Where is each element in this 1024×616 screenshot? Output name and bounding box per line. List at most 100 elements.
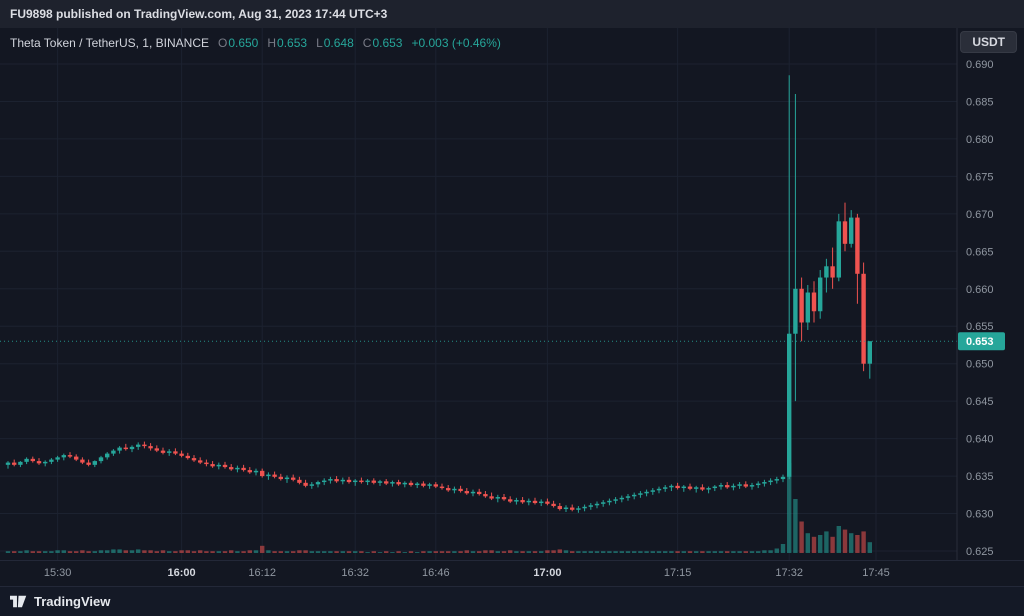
candle [774, 479, 779, 481]
candle [210, 464, 215, 467]
candle [346, 479, 352, 483]
symbol-legend: Theta Token / TetherUS, 1, BINANCE O 0.6… [10, 36, 501, 50]
candle [501, 497, 507, 500]
volume-bar [830, 536, 835, 553]
candle [793, 288, 798, 334]
candle [799, 288, 804, 323]
volume-bar [644, 551, 649, 553]
candle [377, 481, 383, 483]
candle [43, 461, 48, 464]
volume-bar [18, 551, 23, 553]
candle [365, 480, 370, 483]
time-axis-label: 16:00 [167, 567, 196, 579]
volume-bar [291, 551, 296, 553]
chart-area[interactable]: 0.690 0.685 0.680 0.675 0.670 0.665 0.660 0.655… [0, 28, 1024, 560]
time-axis-label: 17:00 [533, 567, 562, 579]
candle [563, 507, 569, 510]
candle [545, 501, 550, 504]
volume-bar [384, 551, 389, 553]
volume-bar [799, 521, 804, 553]
candle [687, 486, 693, 489]
ohlc-open: O 0.650 [217, 36, 259, 50]
candle [12, 462, 17, 465]
volume-bar [61, 550, 66, 553]
volume-bar [495, 551, 500, 553]
volume-bar [136, 549, 141, 553]
candle [216, 464, 221, 467]
candle [619, 497, 624, 500]
candle [663, 487, 668, 489]
publish-banner-text: FU9898 published on TradingView.com, Aug… [10, 7, 388, 21]
volume-bar [607, 551, 612, 553]
volume-bar [452, 551, 457, 553]
candle [427, 484, 432, 486]
volume-bar [787, 463, 792, 553]
volume-bar [204, 551, 209, 553]
volume-bar [570, 551, 575, 553]
volume-bar [309, 551, 314, 553]
volume-bar [774, 548, 779, 553]
volume-bar [681, 551, 686, 553]
candle [67, 455, 73, 457]
tradingview-wordmark[interactable]: TradingView [34, 594, 111, 609]
price-chart-canvas[interactable]: 0.690 0.685 0.680 0.675 0.670 0.665 0.660 0.655… [0, 28, 1024, 560]
candle [229, 467, 234, 470]
candle [303, 482, 308, 486]
volume-bar [470, 551, 476, 553]
candle [284, 477, 290, 480]
quote-currency-button[interactable]: USDT [960, 31, 1017, 53]
candle [520, 500, 525, 503]
volume-bar [80, 550, 85, 553]
volume-bar [855, 535, 860, 553]
price-axis-label: 0.655 [966, 321, 994, 333]
symbol-title: Theta Token / TetherUS, 1, BINANCE [10, 36, 209, 50]
price-axis-label: 0.625 [966, 546, 994, 558]
volume-bar [458, 551, 463, 553]
volume-bar [849, 533, 854, 553]
candle [260, 470, 265, 477]
candle [570, 507, 575, 510]
candle [117, 447, 122, 451]
candle [24, 458, 29, 462]
tradingview-logo-icon[interactable] [10, 595, 27, 608]
price-change: +0.003 (+0.46%) [411, 36, 501, 50]
candle [86, 462, 91, 465]
candle [266, 474, 271, 477]
time-axis-label: 16:32 [341, 567, 369, 579]
price-axis[interactable]: 0.690 0.685 0.680 0.675 0.670 0.665 0.660 0.655… [956, 28, 994, 560]
volume-bar [408, 551, 414, 553]
volume-bar [439, 551, 445, 553]
time-axis[interactable]: 15:30 16:00 16:12 16:32 16:46 17:00 17:15 17:32… [0, 560, 1024, 586]
candle [148, 446, 153, 449]
volume-bar [650, 551, 655, 553]
ohlc-high: H 0.653 [267, 36, 308, 50]
candle [737, 484, 742, 486]
volume-bar [229, 550, 234, 553]
volume-bar [694, 551, 699, 553]
candle [421, 483, 426, 486]
price-axis-label: 0.665 [966, 246, 994, 258]
candle [272, 474, 277, 477]
candle [353, 480, 358, 483]
candle [787, 333, 792, 477]
candle [669, 485, 674, 488]
candle [725, 485, 730, 488]
candle [179, 453, 184, 456]
candle [557, 506, 562, 510]
price-axis-label: 0.660 [966, 284, 994, 296]
volume-bar [811, 536, 817, 553]
volume-bar [477, 551, 482, 553]
volume-bar [371, 551, 376, 553]
volume-bar [501, 551, 507, 553]
candle [433, 484, 438, 487]
candle [762, 482, 767, 484]
candle [867, 341, 872, 364]
volume-bar [433, 551, 438, 553]
volume-bar [154, 551, 159, 553]
volume-bar [260, 545, 265, 553]
volume-bar [638, 551, 643, 553]
volume-bar [718, 551, 724, 553]
time-axis-label: 17:15 [663, 567, 692, 579]
volume-bar [756, 551, 761, 553]
volume-bar [656, 551, 662, 553]
